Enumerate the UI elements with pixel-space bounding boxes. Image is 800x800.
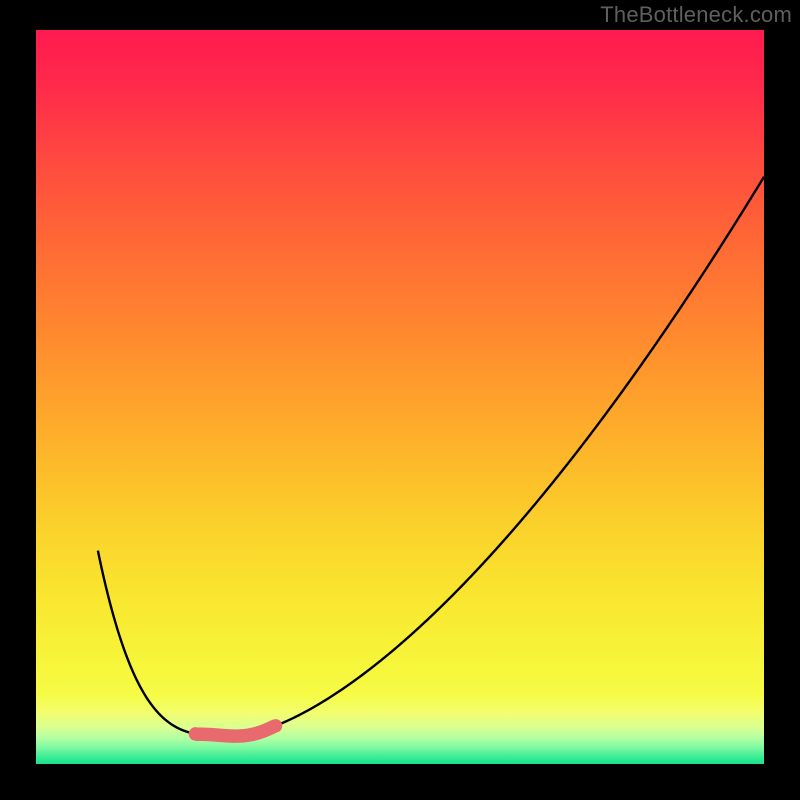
- stage: TheBottleneck.com: [0, 0, 800, 800]
- bottleneck-chart: [0, 0, 800, 800]
- gradient-background: [36, 30, 764, 764]
- watermark-text: TheBottleneck.com: [600, 2, 792, 28]
